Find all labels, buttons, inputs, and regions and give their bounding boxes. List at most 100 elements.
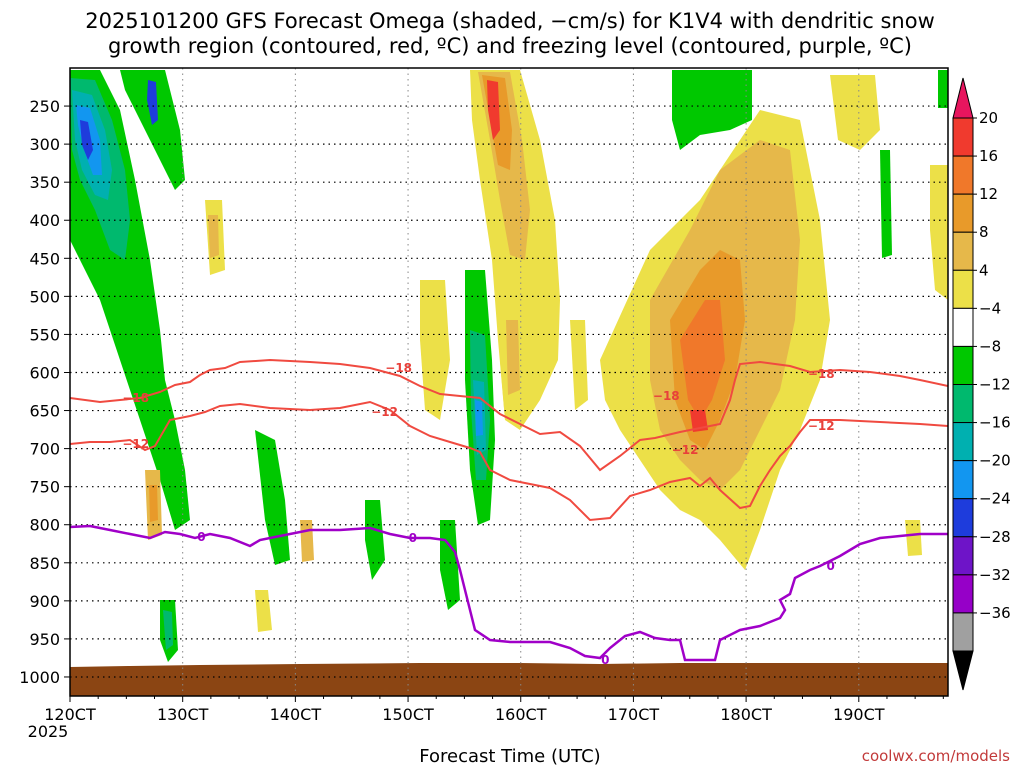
y-tick-label: 950 — [29, 630, 60, 649]
colorbar-label: 12 — [979, 185, 998, 203]
y-tick-label: 550 — [29, 325, 60, 344]
contour-label: 0 — [409, 531, 417, 545]
omega-region-neg-mid-3 — [440, 520, 460, 610]
x-tick-label: 140CT — [270, 705, 322, 724]
x-tick-label: 150CT — [382, 705, 434, 724]
y-tick-label: 350 — [29, 173, 60, 192]
contour-label: 0 — [601, 653, 609, 667]
omega-region-pos-mid-3-orange — [208, 215, 219, 258]
omega-region-pos-center-low-orange — [506, 320, 520, 395]
y-tick-label: 400 — [29, 211, 60, 230]
colorbar-segment — [952, 193, 974, 233]
omega-region-darkblue-left — [80, 120, 93, 160]
y-tick-label: 800 — [29, 516, 60, 535]
colorbar-label: −36 — [979, 604, 1011, 622]
colorbar-label: 16 — [979, 147, 998, 165]
contour-label: 0 — [826, 559, 834, 573]
contour-zero — [70, 524, 948, 662]
omega-region-neg-left-2 — [120, 70, 185, 190]
x-axis-title: Forecast Time (UTC) — [419, 746, 600, 767]
x-tick-label: 170CT — [608, 705, 660, 724]
omega-region-pos-center-red — [487, 80, 500, 140]
colorbar-segment — [952, 498, 974, 538]
contour-label: −18 — [653, 389, 680, 403]
y-tick-label: 650 — [29, 402, 60, 421]
contour-label: 0 — [197, 530, 205, 544]
colorbar-segment — [952, 155, 974, 195]
y-tick-label: 750 — [29, 478, 60, 497]
contour-minus18 — [70, 358, 948, 472]
colorbar-segment — [952, 231, 974, 271]
contour-label: −18 — [122, 391, 149, 405]
colorbar-label: −20 — [979, 452, 1011, 470]
colorbar-label: 4 — [979, 261, 989, 279]
omega-region-neg-mid-2 — [365, 500, 385, 580]
y-tick-label: 250 — [29, 97, 60, 116]
y-tick-label: 450 — [29, 249, 60, 268]
contour-minus12 — [70, 400, 948, 522]
grid-lines — [70, 68, 948, 696]
colorbar: 20 16 12 8 4 −4 −8 −12 −16 −20 −24 −28 −32 −36 — [952, 77, 1011, 691]
colorbar-label: 8 — [979, 223, 989, 241]
omega-region-pos-mid-2 — [570, 320, 588, 410]
y-tick-label: 500 — [29, 287, 60, 306]
omega-region-teal-bottom-left — [163, 610, 173, 650]
x-tick-label: 120CT — [44, 705, 96, 724]
y-tick-label: 850 — [29, 554, 60, 573]
colorbar-bottom-arrow — [952, 650, 974, 691]
contour-label: −12 — [808, 419, 835, 433]
omega-region-pos-right-orange3 — [680, 300, 725, 420]
colorbar-label: −12 — [979, 376, 1011, 394]
contour-label: −12 — [122, 437, 149, 451]
y-tick-label: 700 — [29, 440, 60, 459]
colorbar-top-arrow — [952, 77, 974, 119]
contour-label: −12 — [672, 443, 699, 457]
colorbar-label: −4 — [979, 299, 1001, 317]
omega-region-blue-center — [475, 400, 483, 436]
omega-shading — [70, 70, 948, 662]
x-tick-label: 190CT — [833, 705, 885, 724]
omega-region-pos-mid-1 — [420, 280, 450, 420]
contour-label: −12 — [371, 405, 398, 419]
omega-region-neg-right-edge — [938, 70, 948, 108]
omega-region-neg-mid — [255, 430, 290, 565]
colorbar-label: −28 — [979, 528, 1011, 546]
omega-region-pos-left-low-orange — [149, 485, 158, 522]
colorbar-segment — [952, 307, 974, 347]
x-tick-label: 180CT — [720, 705, 772, 724]
contour-lines: −18 −18 −18 −18 −12 −12 −12 −12 0 0 0 0 — [70, 358, 948, 667]
x-tick-label: 160CT — [495, 705, 547, 724]
x-tick-label: 130CT — [157, 705, 209, 724]
omega-region-neg-right-2 — [880, 150, 892, 258]
ground-surface — [70, 663, 948, 696]
omega-region-pos-low-1 — [255, 590, 272, 632]
omega-region-pos-right-low — [905, 520, 922, 556]
omega-region-pos-low-2 — [300, 520, 314, 562]
omega-region-neg-top-right — [672, 70, 752, 150]
omega-region-pos-right-edge — [930, 165, 948, 300]
colorbar-segment — [952, 460, 974, 500]
colorbar-segment — [952, 422, 974, 462]
colorbar-label: −24 — [979, 490, 1011, 508]
y-tick-label: 600 — [29, 363, 60, 382]
colorbar-segment — [952, 384, 974, 424]
x-axis-ticks: 120CT 130CT 140CT 150CT 160CT 170CT 180CT 190CT — [44, 696, 944, 724]
colorbar-label: −8 — [979, 337, 1001, 355]
contour-label: −18 — [808, 367, 835, 381]
chart-title-line-1: 2025101200 GFS Forecast Omega (shaded, −… — [85, 9, 935, 33]
omega-region-blue-left-2 — [147, 80, 158, 125]
colorbar-label: −16 — [979, 414, 1011, 432]
credit-text: coolwx.com/models — [862, 747, 1010, 765]
x-axis-year-label: 2025 — [28, 722, 69, 741]
colorbar-segment — [952, 574, 974, 614]
colorbar-segment — [952, 536, 974, 576]
omega-region-pos-upper-right — [830, 75, 880, 150]
colorbar-segment — [952, 117, 974, 157]
colorbar-segment — [952, 345, 974, 385]
plot-frame — [69, 67, 949, 697]
colorbar-segment — [952, 269, 974, 309]
colorbar-label: 20 — [979, 109, 998, 127]
y-axis-ticks: 250 300 350 400 450 500 550 600 650 700 750 800 850 9… — [19, 97, 70, 687]
y-tick-label: 1000 — [19, 668, 60, 687]
